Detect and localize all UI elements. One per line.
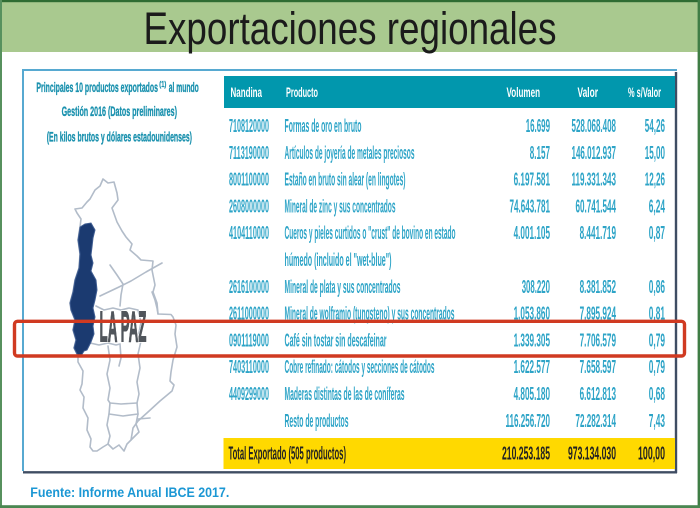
svg-text:0,79: 0,79 <box>649 356 665 377</box>
svg-text:% s/Valor: % s/Valor <box>628 85 661 100</box>
svg-text:Volumen: Volumen <box>507 85 541 100</box>
svg-text:2611000000: 2611000000 <box>229 303 269 324</box>
svg-text:0,87: 0,87 <box>649 222 665 243</box>
svg-text:Café sin tostar sin descafeina: Café sin tostar sin descafeinar <box>285 329 387 350</box>
svg-text:Principales 10 productos expor: Principales 10 productos exportados <box>36 79 158 95</box>
svg-text:973.134.030: 973.134.030 <box>568 444 616 464</box>
svg-text:Cueros y pieles curtidos o "cr: Cueros y pieles curtidos o "crust" de bo… <box>285 222 456 243</box>
svg-text:1.053.860: 1.053.860 <box>514 303 550 324</box>
svg-text:Gestión 2016 (Datos preliminar: Gestión 2016 (Datos preliminares) <box>62 103 177 119</box>
svg-text:7108120000: 7108120000 <box>229 115 269 136</box>
svg-text:Exportaciones regionales: Exportaciones regionales <box>144 3 557 54</box>
svg-text:528.068.408: 528.068.408 <box>572 115 617 136</box>
svg-text:0,86: 0,86 <box>649 276 665 297</box>
svg-text:2616100000: 2616100000 <box>229 276 269 297</box>
svg-text:146.012.937: 146.012.937 <box>572 142 617 163</box>
svg-text:Mineral de wolframio (tungsten: Mineral de wolframio (tungsteno) y sus c… <box>285 303 455 324</box>
svg-text:0901119000: 0901119000 <box>229 329 269 350</box>
svg-text:308.220: 308.220 <box>522 276 550 297</box>
svg-text:60.741.544: 60.741.544 <box>576 195 617 216</box>
svg-text:100,00: 100,00 <box>638 444 665 464</box>
svg-text:4.001.105: 4.001.105 <box>514 222 550 243</box>
svg-text:8001100000: 8001100000 <box>229 169 269 190</box>
svg-text:al mundo: al mundo <box>169 79 199 95</box>
svg-text:Formas de oro en bruto: Formas de oro en bruto <box>285 115 362 136</box>
svg-text:Mineral de plata y sus concent: Mineral de plata y sus concentrados <box>285 276 401 297</box>
svg-text:54,26: 54,26 <box>645 115 665 136</box>
svg-text:húmedo (incluido el "wet-blue": húmedo (incluido el "wet-blue") <box>285 249 392 270</box>
svg-text:8.157: 8.157 <box>530 142 550 163</box>
svg-text:7113190000: 7113190000 <box>229 142 269 163</box>
svg-text:72.282.314: 72.282.314 <box>576 410 617 431</box>
svg-text:7.658.597: 7.658.597 <box>580 356 616 377</box>
svg-text:Producto: Producto <box>286 85 318 100</box>
svg-text:Mineral de zinc y sus concentr: Mineral de zinc y sus concentrados <box>285 195 396 216</box>
svg-text:6.197.581: 6.197.581 <box>514 169 550 190</box>
svg-text:16.699: 16.699 <box>526 115 550 136</box>
svg-text:(En kilos brutos y dólares est: (En kilos brutos y dólares estadounidens… <box>47 129 192 145</box>
svg-text:1.339.305: 1.339.305 <box>514 329 550 350</box>
svg-text:12,26: 12,26 <box>645 169 665 190</box>
svg-text:2608000000: 2608000000 <box>229 195 269 216</box>
svg-text:Fuente: Informe Anual IBCE 201: Fuente: Informe Anual IBCE 2017. <box>30 485 229 501</box>
svg-text:LA PAZ: LA PAZ <box>100 303 147 352</box>
svg-text:Maderas distintas de las de co: Maderas distintas de las de coníferas <box>285 383 405 404</box>
svg-text:15,00: 15,00 <box>645 142 665 163</box>
svg-text:119.331.343: 119.331.343 <box>572 169 617 190</box>
svg-text:Cobre refinado: cátodos y secc: Cobre refinado: cátodos y secciones de c… <box>285 356 435 377</box>
svg-text:4.805.180: 4.805.180 <box>514 383 550 404</box>
svg-text:74.643.781: 74.643.781 <box>510 195 551 216</box>
svg-text:4409299000: 4409299000 <box>229 383 269 404</box>
svg-text:116.256.720: 116.256.720 <box>506 410 551 431</box>
svg-text:Estaño en bruto sin alear (en: Estaño en bruto sin alear (en lingotes) <box>285 169 406 190</box>
svg-text:8.441.719: 8.441.719 <box>580 222 616 243</box>
svg-text:7,43: 7,43 <box>649 410 665 431</box>
svg-text:Valor: Valor <box>578 85 599 100</box>
svg-text:Resto de productos: Resto de productos <box>285 410 349 431</box>
svg-text:8.381.852: 8.381.852 <box>580 276 616 297</box>
svg-text:7.706.579: 7.706.579 <box>580 329 616 350</box>
svg-text:0,68: 0,68 <box>649 383 665 404</box>
svg-text:Nandina: Nandina <box>231 85 263 100</box>
svg-text:0,81: 0,81 <box>649 303 665 324</box>
svg-text:Total Exportado (505 productos: Total Exportado (505 productos) <box>229 444 347 464</box>
svg-text:(1): (1) <box>159 79 166 89</box>
svg-text:Artículos de joyería de metale: Artículos de joyería de metales precioso… <box>285 142 415 163</box>
svg-text:6,24: 6,24 <box>649 195 666 216</box>
svg-text:7403110000: 7403110000 <box>229 356 269 377</box>
svg-text:7.895.924: 7.895.924 <box>580 303 617 324</box>
svg-text:0,79: 0,79 <box>649 329 665 350</box>
svg-text:6.612.813: 6.612.813 <box>580 383 616 404</box>
svg-text:210.253.185: 210.253.185 <box>502 444 550 464</box>
svg-text:LA PAZ: LA PAZ <box>100 303 147 352</box>
svg-text:1.622.577: 1.622.577 <box>514 356 550 377</box>
svg-text:4104110000: 4104110000 <box>229 222 269 243</box>
